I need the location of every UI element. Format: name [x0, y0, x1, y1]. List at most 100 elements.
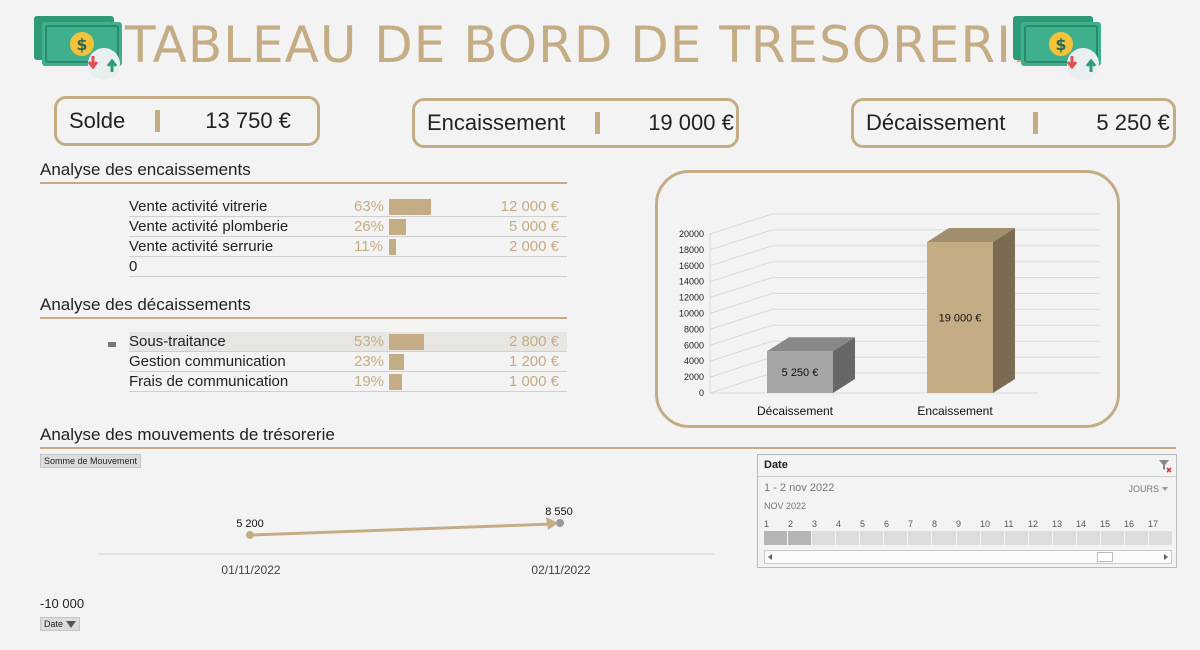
slicer-day-cell[interactable] [1052, 531, 1076, 545]
gridline-depth [709, 293, 773, 314]
slicer-day-label: 8 [932, 519, 938, 529]
filter-icon [66, 620, 77, 628]
slicer-day-labels: 1 2 3 4 5 6 7 8 9 10 11 12 13 14 15 16 17 [764, 519, 1172, 529]
table-row: Gestion communication 23% 1 200 € [129, 352, 567, 372]
collapse-icon[interactable] [108, 342, 116, 347]
row-amount: 12 000 € [500, 198, 559, 215]
slicer-day-label: 4 [836, 519, 842, 529]
gridline-depth [709, 213, 773, 235]
slicer-scrollbar[interactable] [764, 550, 1172, 564]
y-tick-label: 16000 [679, 261, 704, 271]
slicer-day-cell[interactable] [860, 531, 884, 545]
kpi-separator [155, 110, 161, 132]
table-row: 0 [129, 257, 567, 277]
date-field-label: Date [44, 619, 64, 629]
kpi-label: Décaissement [866, 110, 1006, 135]
section-decaissements-title: Analyse des décaissements [40, 295, 567, 319]
x-tick-label: Décaissement [757, 404, 834, 418]
field-button-somme[interactable]: Somme de Mouvement [40, 454, 142, 468]
slicer-day-cell[interactable] [1028, 531, 1052, 545]
y-tick-label: 0 [699, 388, 704, 398]
y-tick-label: 14000 [679, 277, 704, 287]
row-name: Sous-traitance [129, 333, 226, 350]
y-tick-label: 12000 [679, 293, 704, 303]
slicer-day-cell[interactable] [1004, 531, 1028, 545]
line-chart: 5 200 01/11/2022 8 550 02/11/2022 [98, 506, 714, 577]
scroll-thumb[interactable] [1097, 552, 1113, 562]
slicer-day-label: 3 [812, 519, 818, 529]
row-amount: 5 000 € [508, 218, 559, 235]
slicer-day-label: 11 [1004, 519, 1014, 529]
date-field-button[interactable]: Date [40, 617, 81, 631]
slicer-day-cell[interactable] [1124, 531, 1148, 545]
section-encaissements-title: Analyse des encaissements [40, 160, 567, 184]
y-tick-label: 20000 [679, 229, 704, 239]
money-arrows-icon: $ [1013, 16, 1101, 80]
section-mouvements-title: Analyse des mouvements de trésorerie [40, 425, 1176, 449]
slicer-day-label: 17 [1148, 519, 1159, 529]
row-name: Frais de communication [129, 373, 289, 390]
table-row: Vente activité serrurie 11% 2 000 € [129, 237, 567, 257]
slicer-title: Date [764, 459, 788, 471]
kpi-separator [1033, 112, 1039, 134]
x-tick-label: 02/11/2022 [531, 563, 590, 577]
y-tick-label: 4000 [684, 356, 704, 366]
scroll-left-icon[interactable] [768, 554, 772, 560]
scroll-right-icon[interactable] [1164, 554, 1168, 560]
slicer-level-label: JOURS [1128, 484, 1159, 494]
slicer-day-label: 5 [860, 519, 866, 529]
slicer-day-label: 2 [788, 519, 794, 529]
slicer-day-cell[interactable] [956, 531, 980, 545]
row-amount: 1 000 € [508, 373, 559, 390]
chevron-down-icon [1162, 487, 1168, 491]
gridline-depth [709, 261, 773, 283]
slicer-level-select[interactable]: JOURS [1128, 484, 1168, 494]
slicer-day-cell[interactable] [908, 531, 932, 545]
table-row: Vente activité plomberie 26% 5 000 € [129, 217, 567, 237]
row-bar [389, 219, 407, 235]
row-name: Vente activité serrurie [129, 238, 274, 255]
slicer-day-label: 15 [1100, 519, 1111, 529]
gridline-depth [709, 229, 773, 251]
slicer-day-label: 16 [1124, 519, 1135, 529]
bar-side [833, 337, 855, 393]
gridline-depth [709, 356, 773, 378]
y-tick-label: 18000 [679, 245, 704, 255]
slicer-timeline[interactable] [764, 531, 1173, 545]
bar-chart-frame [655, 170, 1120, 428]
slicer-day-cell[interactable] [1100, 531, 1124, 545]
slicer-day-cell[interactable] [884, 531, 908, 545]
bar-side [993, 227, 1015, 393]
gridline-depth [709, 372, 773, 394]
slicer-day-cell[interactable] [836, 531, 860, 545]
kpi-label: Solde [69, 108, 126, 133]
kpi-value: 5 250 € [1096, 110, 1170, 135]
slicer-day-cell[interactable] [1149, 531, 1173, 545]
kpi-decaissement: Décaissement 5 250 € [851, 98, 1176, 148]
row-bar [389, 239, 397, 255]
slicer-day-cell[interactable] [1076, 531, 1100, 545]
data-label: 5 200 [236, 518, 264, 530]
row-bar [389, 374, 402, 390]
row-percent: 53% [354, 333, 385, 350]
kpi-solde: Solde 13 750 € [54, 96, 320, 146]
bar-front [927, 241, 993, 393]
kpi-value: 13 750 € [205, 108, 291, 133]
x-tick-label: 01/11/2022 [221, 563, 280, 577]
slicer-day-cell[interactable] [812, 531, 836, 545]
gridline-depth [709, 340, 773, 362]
kpi-value: 19 000 € [648, 110, 734, 135]
row-percent: 11% [354, 238, 383, 255]
slicer-day-label: 13 [1052, 519, 1063, 529]
clear-filter-icon[interactable] [1158, 459, 1172, 473]
slicer-day-cell[interactable] [980, 531, 1004, 545]
table-row: Sous-traitance 53% 2 800 € [129, 332, 567, 352]
slicer-day-cell[interactable] [932, 531, 956, 545]
gridline-depth [709, 324, 773, 346]
table-row: Frais de communication 19% 1 000 € [129, 372, 567, 392]
slicer-month: NOV 2022 [764, 501, 807, 511]
slicer-day-cell[interactable] [764, 531, 788, 545]
slicer-day-cell[interactable] [788, 531, 812, 545]
row-bar [389, 199, 431, 215]
y-tick-label: 6000 [684, 340, 704, 350]
